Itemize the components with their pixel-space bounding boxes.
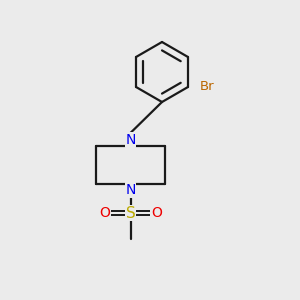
Text: O: O [151,206,162,220]
Text: N: N [125,133,136,146]
Text: S: S [126,206,135,220]
Text: O: O [99,206,110,220]
Text: N: N [125,184,136,197]
Text: Br: Br [200,80,214,94]
